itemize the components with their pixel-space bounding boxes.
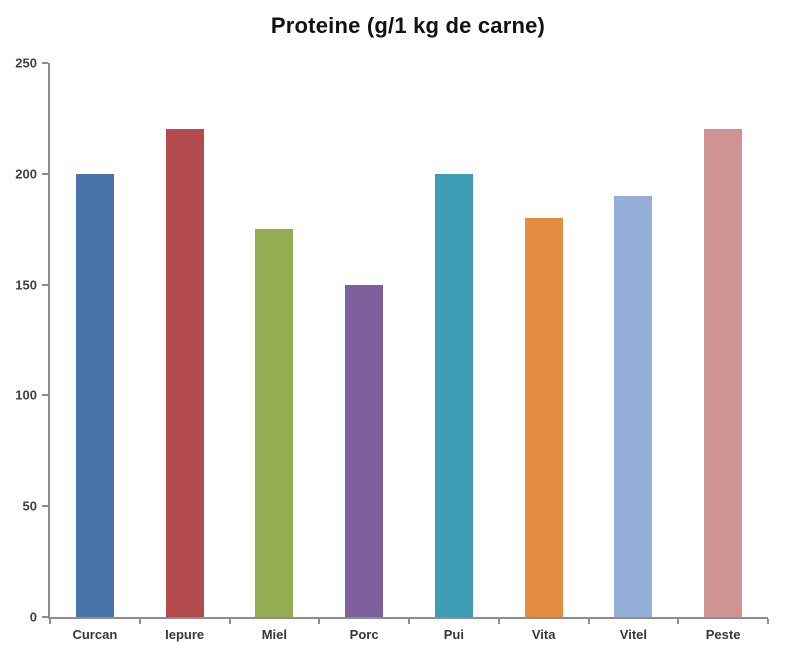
x-axis-tick	[408, 619, 410, 624]
bar-miel	[255, 229, 294, 617]
x-axis-label: Miel	[261, 627, 288, 642]
plot-area: Curcan Iepure Miel Porc Pui Vita Vitel Peste 0 5…	[15, 56, 769, 642]
category-slot: Vitel	[589, 63, 679, 642]
bar-pui	[434, 173, 473, 617]
bar-porc	[345, 284, 384, 617]
x-axis-tick	[767, 619, 769, 624]
x-axis-tick	[49, 619, 51, 624]
x-axis-label: Iepure	[165, 627, 205, 642]
category-slot: Vita	[499, 63, 589, 642]
category-slot: Porc	[319, 63, 409, 642]
x-axis-tick	[138, 619, 141, 624]
y-axis-tick-label: 250	[15, 55, 37, 71]
x-axis-tick	[587, 619, 590, 624]
y-axis-tick	[42, 505, 48, 508]
category-slot: Pui	[409, 63, 499, 642]
x-axis-label: Porc	[349, 627, 379, 642]
x-axis-tick	[318, 619, 321, 624]
x-axis-label: Vitel	[619, 627, 647, 642]
x-axis-tick	[677, 619, 680, 624]
y-axis-tick	[42, 62, 48, 64]
category-slot: Miel	[230, 63, 320, 642]
category-slot: Iepure	[140, 63, 230, 642]
bar-iepure	[165, 129, 204, 617]
bar-peste	[704, 129, 743, 617]
y-axis-tick	[42, 283, 48, 286]
x-axis-label: Peste	[705, 627, 741, 642]
x-axis-label: Curcan	[72, 627, 118, 642]
y-axis-tick-label: 50	[22, 498, 37, 514]
category-slot: Peste	[678, 63, 768, 642]
y-axis-tick-label: 200	[15, 166, 37, 182]
y-axis-tick-label: 0	[29, 609, 37, 625]
category-slot: Curcan	[50, 63, 140, 642]
chart-title: Proteine (g/1 kg de carne)	[270, 13, 546, 38]
y-axis-tick-label: 150	[15, 277, 37, 293]
y-axis-tick	[42, 172, 48, 175]
x-axis-label: Pui	[443, 627, 464, 642]
bar-vita	[524, 218, 563, 617]
x-axis-label: Vita	[531, 627, 556, 642]
bars-container: Curcan Iepure Miel Porc Pui Vita Vitel Peste	[50, 63, 768, 642]
bar-curcan	[75, 173, 114, 617]
y-axis-tick	[42, 616, 48, 618]
y-axis-tick-label: 100	[15, 387, 37, 403]
x-axis-tick	[497, 619, 500, 624]
x-axis-tick	[228, 619, 231, 624]
bar-vitel	[614, 195, 653, 617]
y-axis-tick	[42, 394, 48, 397]
